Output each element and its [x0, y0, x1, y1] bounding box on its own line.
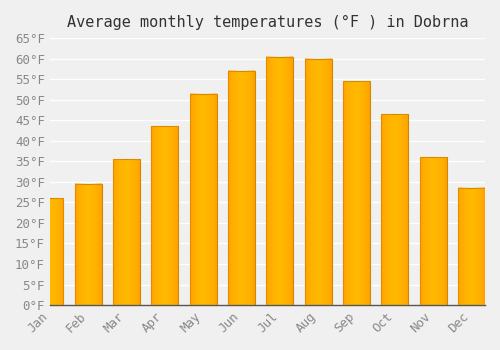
Bar	[36, 198, 64, 305]
Bar	[228, 71, 255, 305]
Bar	[382, 114, 408, 305]
Bar	[343, 81, 370, 305]
Bar	[458, 188, 485, 305]
Bar	[305, 59, 332, 305]
Bar	[266, 57, 293, 305]
Bar	[75, 184, 102, 305]
Title: Average monthly temperatures (°F ) in Dobrna: Average monthly temperatures (°F ) in Do…	[66, 15, 468, 30]
Bar	[190, 93, 216, 305]
Bar	[420, 157, 446, 305]
Bar	[113, 159, 140, 305]
Bar	[152, 126, 178, 305]
